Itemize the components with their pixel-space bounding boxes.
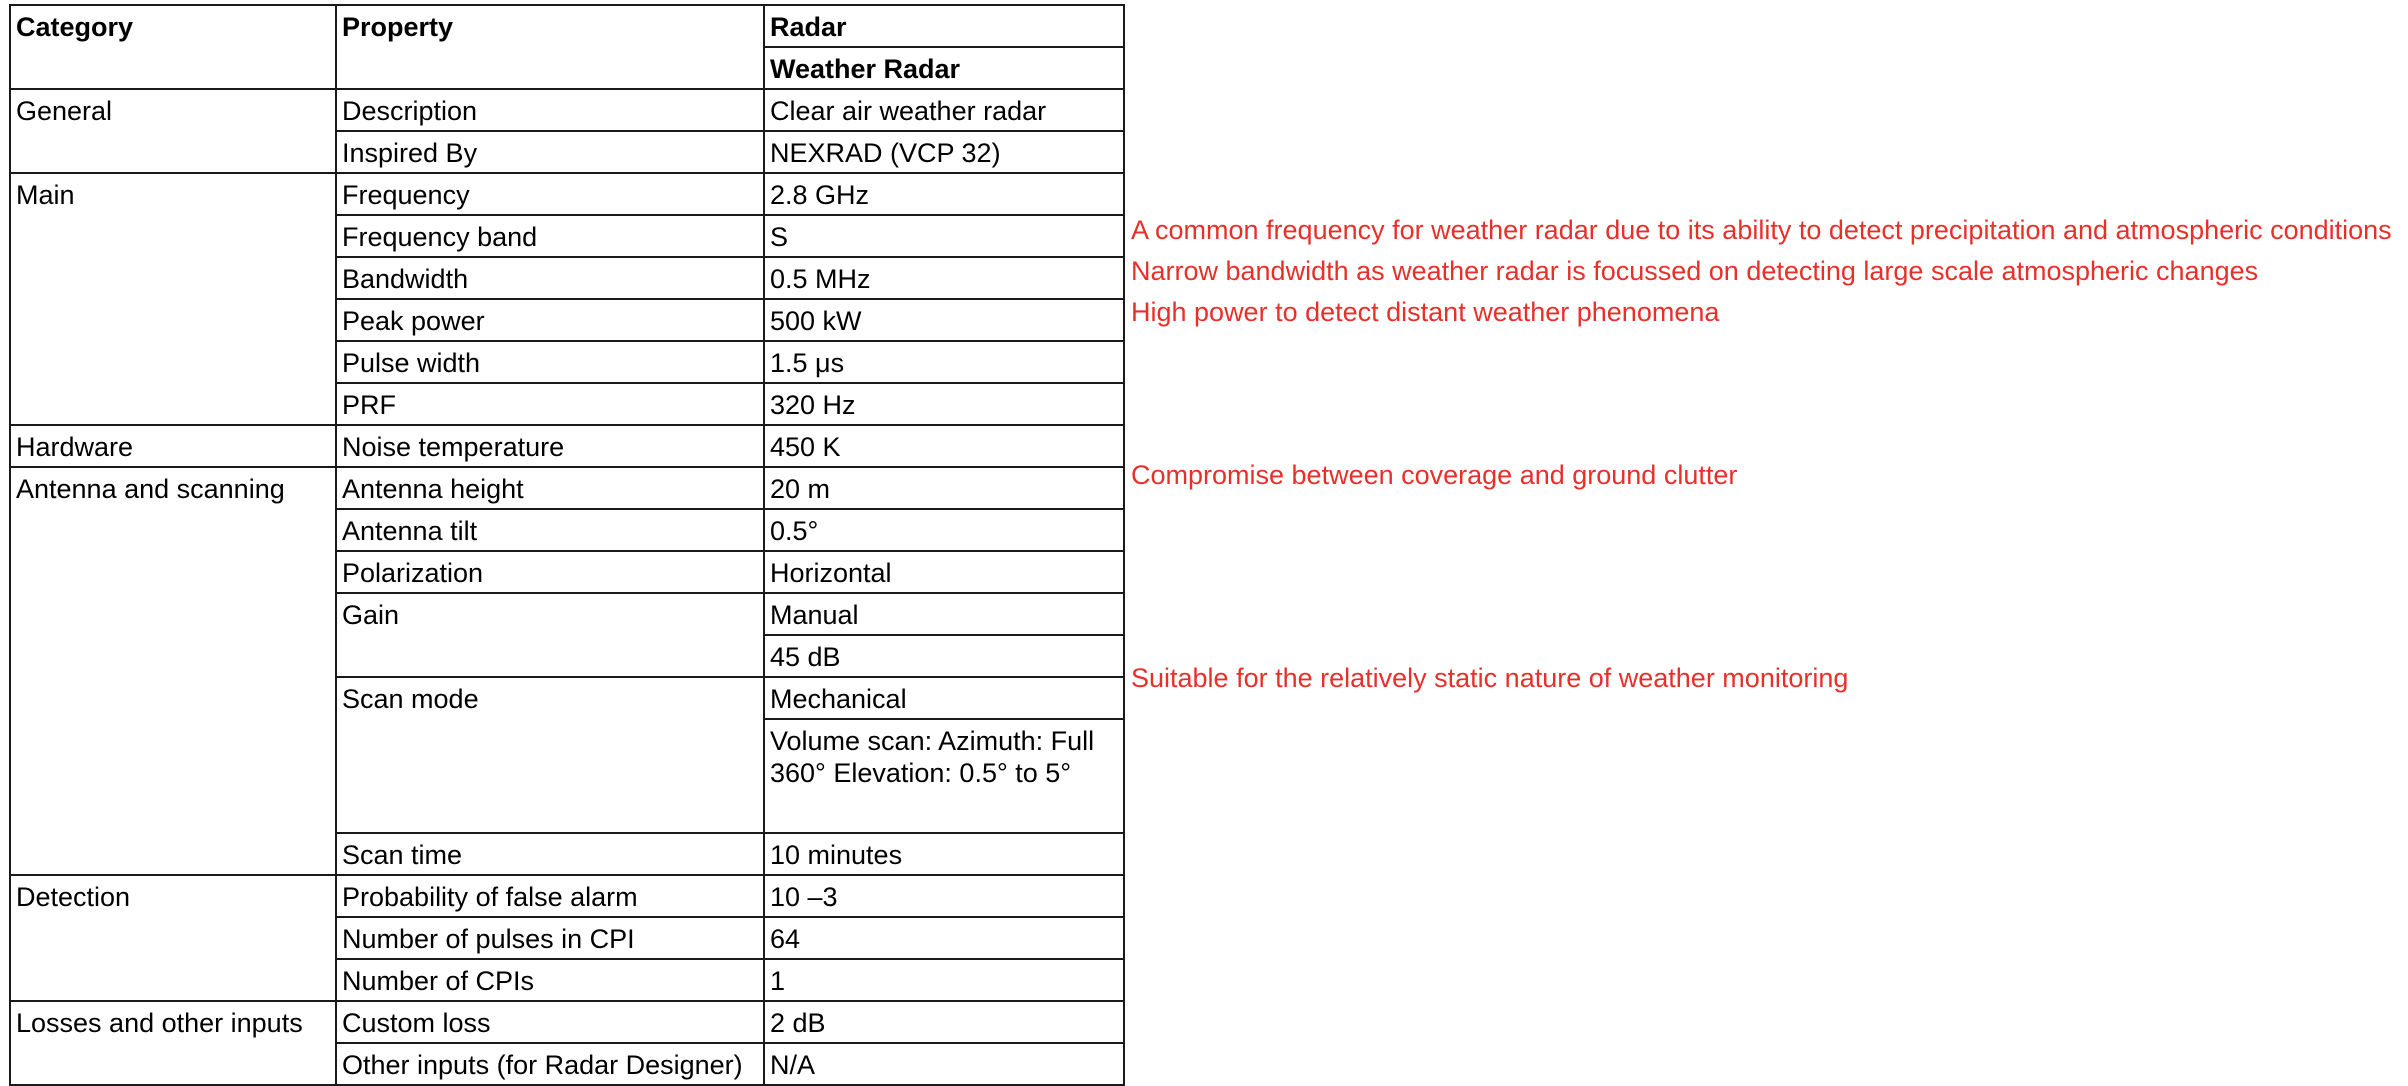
value-cell: Clear air weather radar bbox=[763, 88, 1125, 132]
table-row: Scan time 10 minutes bbox=[10, 832, 1125, 876]
category-cell: Losses and other inputs bbox=[9, 1000, 337, 1086]
table-row: PRF 320 Hz bbox=[10, 382, 1125, 426]
value-cell: N/A bbox=[763, 1042, 1125, 1086]
table-row: Losses and other inputs Custom loss 2 dB bbox=[9, 1000, 1125, 1086]
table-row: Antenna tilt 0.5° bbox=[10, 508, 1125, 552]
property-cell: Inspired By bbox=[335, 130, 765, 174]
value-cell: 450 K bbox=[763, 424, 1125, 468]
value-cell: 20 m bbox=[763, 466, 1125, 510]
value-cell: 64 bbox=[763, 916, 1125, 960]
category-cell: Hardware bbox=[9, 424, 337, 468]
value-cell: NEXRAD (VCP 32) bbox=[763, 130, 1125, 174]
property-cell: Frequency bbox=[335, 172, 765, 216]
table-row: Antenna and scanning Antenna height 20 m bbox=[9, 466, 1125, 876]
table-row: Inspired By NEXRAD (VCP 32) bbox=[10, 130, 1125, 174]
category-cell: General bbox=[9, 88, 337, 174]
note-bandwidth: Narrow bandwidth as weather radar is foc… bbox=[1131, 256, 2259, 286]
header-property: Property bbox=[335, 4, 765, 90]
radar-spec-table: Category Property Radar Weather Radar Ge… bbox=[9, 4, 1125, 1086]
value-cell: Horizontal bbox=[763, 550, 1125, 594]
category-cell: Detection bbox=[9, 874, 337, 1002]
value-cell: 0.5° bbox=[763, 508, 1125, 552]
value-cell: 2.8 GHz bbox=[763, 172, 1125, 216]
value-cell: 10 –3 bbox=[763, 874, 1125, 918]
value-cell: 0.5 MHz bbox=[763, 256, 1125, 300]
table-row: 45 dB bbox=[10, 634, 1125, 678]
note-peak-power: High power to detect distant weather phe… bbox=[1131, 297, 1720, 327]
table-row: Volume scan: Azimuth: Full 360° Elevatio… bbox=[10, 718, 1125, 834]
property-cell: Peak power bbox=[335, 298, 765, 342]
note-frequency-band: A common frequency for weather radar due… bbox=[1131, 215, 2392, 245]
header-radar: Radar bbox=[763, 4, 1125, 48]
category-cell: Antenna and scanning bbox=[9, 466, 337, 876]
property-cell: Antenna height bbox=[335, 466, 765, 510]
table-row: Peak power 500 kW bbox=[10, 298, 1125, 342]
note-antenna-height: Compromise between coverage and ground c… bbox=[1131, 460, 1738, 490]
property-cell: Frequency band bbox=[335, 214, 765, 258]
table-row: Pulse width 1.5 μs bbox=[10, 340, 1125, 384]
table-row: General Description Clear air weather ra… bbox=[9, 88, 1125, 174]
value-cell: Mechanical bbox=[763, 676, 1125, 720]
value-cell: Manual bbox=[763, 592, 1125, 636]
value-cell: 2 dB bbox=[763, 1000, 1125, 1044]
table-row: Scan mode Mechanical bbox=[10, 676, 1125, 834]
property-cell: Antenna tilt bbox=[335, 508, 765, 552]
table-row: Detection Probability of false alarm 10 … bbox=[9, 874, 1125, 1002]
table-row: Polarization Horizontal bbox=[10, 550, 1125, 594]
property-cell: Custom loss bbox=[335, 1000, 765, 1044]
property-cell: Number of CPIs bbox=[335, 958, 765, 1002]
header-row: Category Property Radar bbox=[9, 4, 1125, 90]
table-row: Bandwidth 0.5 MHz bbox=[10, 256, 1125, 300]
value-cell: 1.5 μs bbox=[763, 340, 1125, 384]
note-scan-mode: Suitable for the relatively static natur… bbox=[1131, 663, 1849, 693]
property-cell: PRF bbox=[335, 382, 765, 426]
property-cell: Gain bbox=[335, 592, 765, 678]
value-cell: S bbox=[763, 214, 1125, 258]
value-cell: 500 kW bbox=[763, 298, 1125, 342]
table-row: Hardware Noise temperature 450 K bbox=[9, 424, 1125, 468]
property-cell: Description bbox=[335, 88, 765, 132]
value-cell: Volume scan: Azimuth: Full 360° Elevatio… bbox=[763, 718, 1125, 834]
header-row: Weather Radar bbox=[10, 46, 1125, 90]
table-row: Number of CPIs 1 bbox=[10, 958, 1125, 1002]
property-cell: Scan mode bbox=[335, 676, 765, 834]
property-cell: Polarization bbox=[335, 550, 765, 594]
header-category: Category bbox=[9, 4, 337, 90]
category-cell: Main bbox=[9, 172, 337, 426]
property-cell: Noise temperature bbox=[335, 424, 765, 468]
table-row: Main Frequency 2.8 GHz bbox=[9, 172, 1125, 426]
property-cell: Bandwidth bbox=[335, 256, 765, 300]
property-cell: Other inputs (for Radar Designer) bbox=[335, 1042, 765, 1086]
property-cell: Probability of false alarm bbox=[335, 874, 765, 918]
value-cell: 10 minutes bbox=[763, 832, 1125, 876]
property-cell: Pulse width bbox=[335, 340, 765, 384]
table-row: Gain Manual bbox=[10, 592, 1125, 678]
header-radar-name: Weather Radar bbox=[763, 46, 1125, 90]
value-cell: 45 dB bbox=[763, 634, 1125, 678]
value-cell: 1 bbox=[763, 958, 1125, 1002]
table-row: Number of pulses in CPI 64 bbox=[10, 916, 1125, 960]
property-cell: Number of pulses in CPI bbox=[335, 916, 765, 960]
value-cell: 320 Hz bbox=[763, 382, 1125, 426]
table-row: Frequency band S bbox=[10, 214, 1125, 258]
property-cell: Scan time bbox=[335, 832, 765, 876]
